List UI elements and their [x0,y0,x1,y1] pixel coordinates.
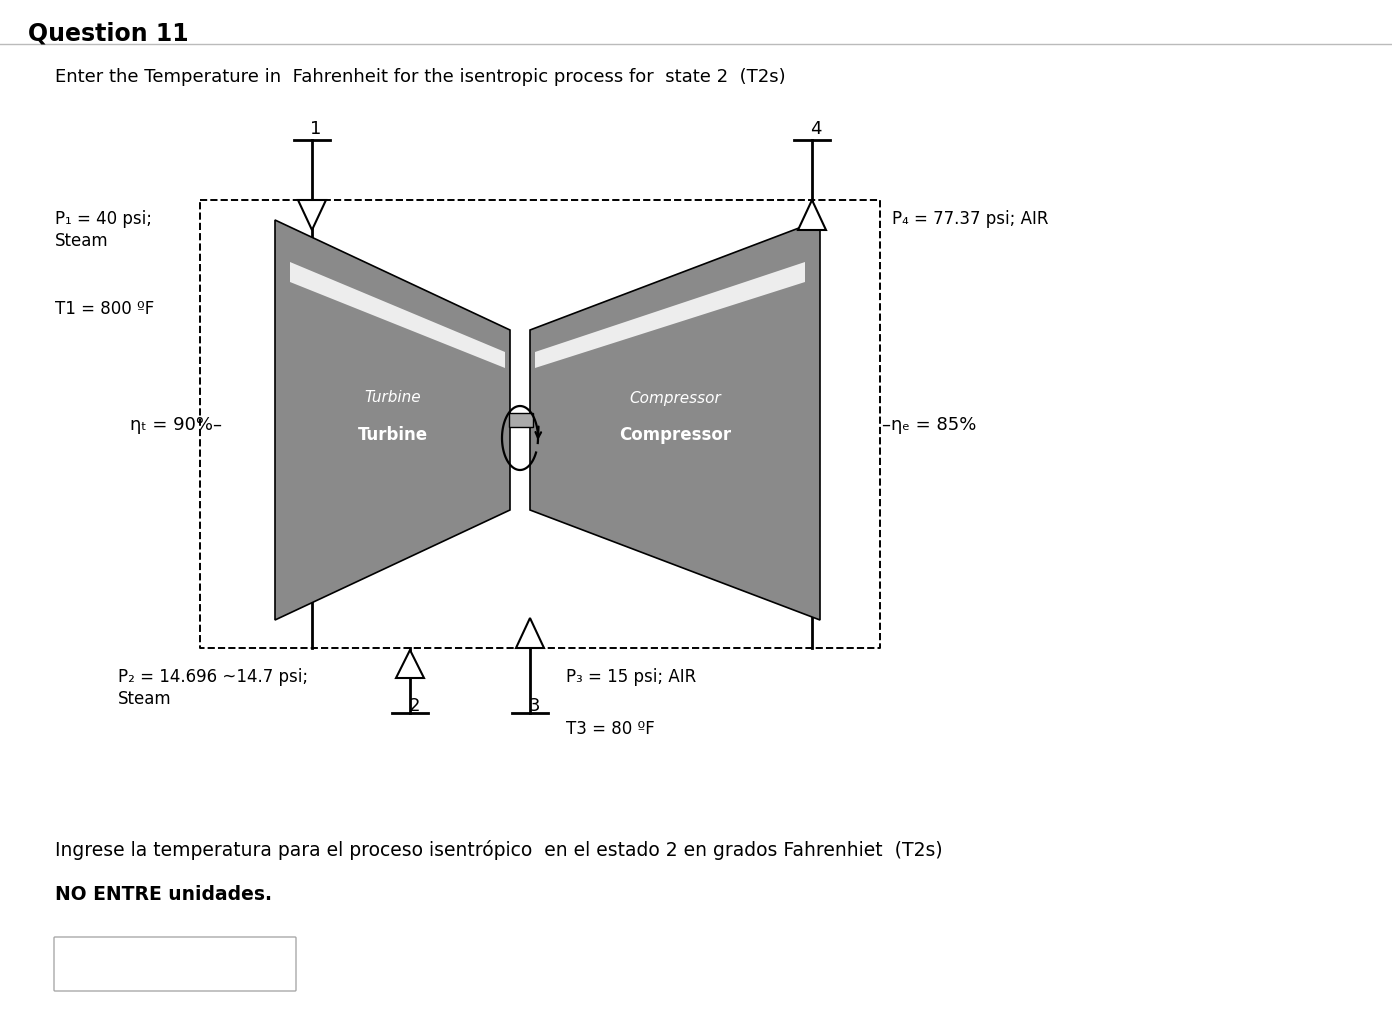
Text: Steam: Steam [118,690,171,708]
Polygon shape [276,220,509,620]
Text: Steam: Steam [56,232,109,250]
Text: Ingrese la temperatura para el proceso isentrópico  en el estado 2 en grados Fah: Ingrese la temperatura para el proceso i… [56,840,942,860]
Text: P₂ = 14.696 ~14.7 psi;: P₂ = 14.696 ~14.7 psi; [118,668,308,686]
Text: Question 11: Question 11 [28,22,189,46]
Polygon shape [535,262,805,368]
Polygon shape [516,618,544,648]
Text: T3 = 80 ºF: T3 = 80 ºF [567,720,654,738]
Text: T1 = 800 ºF: T1 = 800 ºF [56,300,155,318]
Text: Compressor: Compressor [629,391,721,405]
Text: –ηₑ = 85%: –ηₑ = 85% [883,416,976,434]
Text: 4: 4 [810,120,821,138]
Text: Enter the Temperature in  Fahrenheit for the isentropic process for  state 2  (T: Enter the Temperature in Fahrenheit for … [56,68,785,86]
Text: P₃ = 15 psi; AIR: P₃ = 15 psi; AIR [567,668,696,686]
Polygon shape [798,200,825,230]
Text: P₄ = 77.37 psi; AIR: P₄ = 77.37 psi; AIR [892,210,1048,228]
Text: Turbine: Turbine [358,426,427,444]
Text: 3: 3 [528,697,540,715]
Text: ηₜ = 90%–: ηₜ = 90%– [129,416,221,434]
Polygon shape [530,220,820,620]
FancyBboxPatch shape [54,937,296,991]
Polygon shape [395,650,425,678]
Text: Compressor: Compressor [619,426,731,444]
Text: 2: 2 [408,697,420,715]
Text: Turbine: Turbine [365,391,420,405]
Text: 1: 1 [310,120,322,138]
Polygon shape [290,262,505,368]
Polygon shape [298,200,326,230]
Text: NO ENTRE unidades.: NO ENTRE unidades. [56,885,271,904]
Bar [509,413,533,427]
Text: P₁ = 40 psi;: P₁ = 40 psi; [56,210,152,228]
